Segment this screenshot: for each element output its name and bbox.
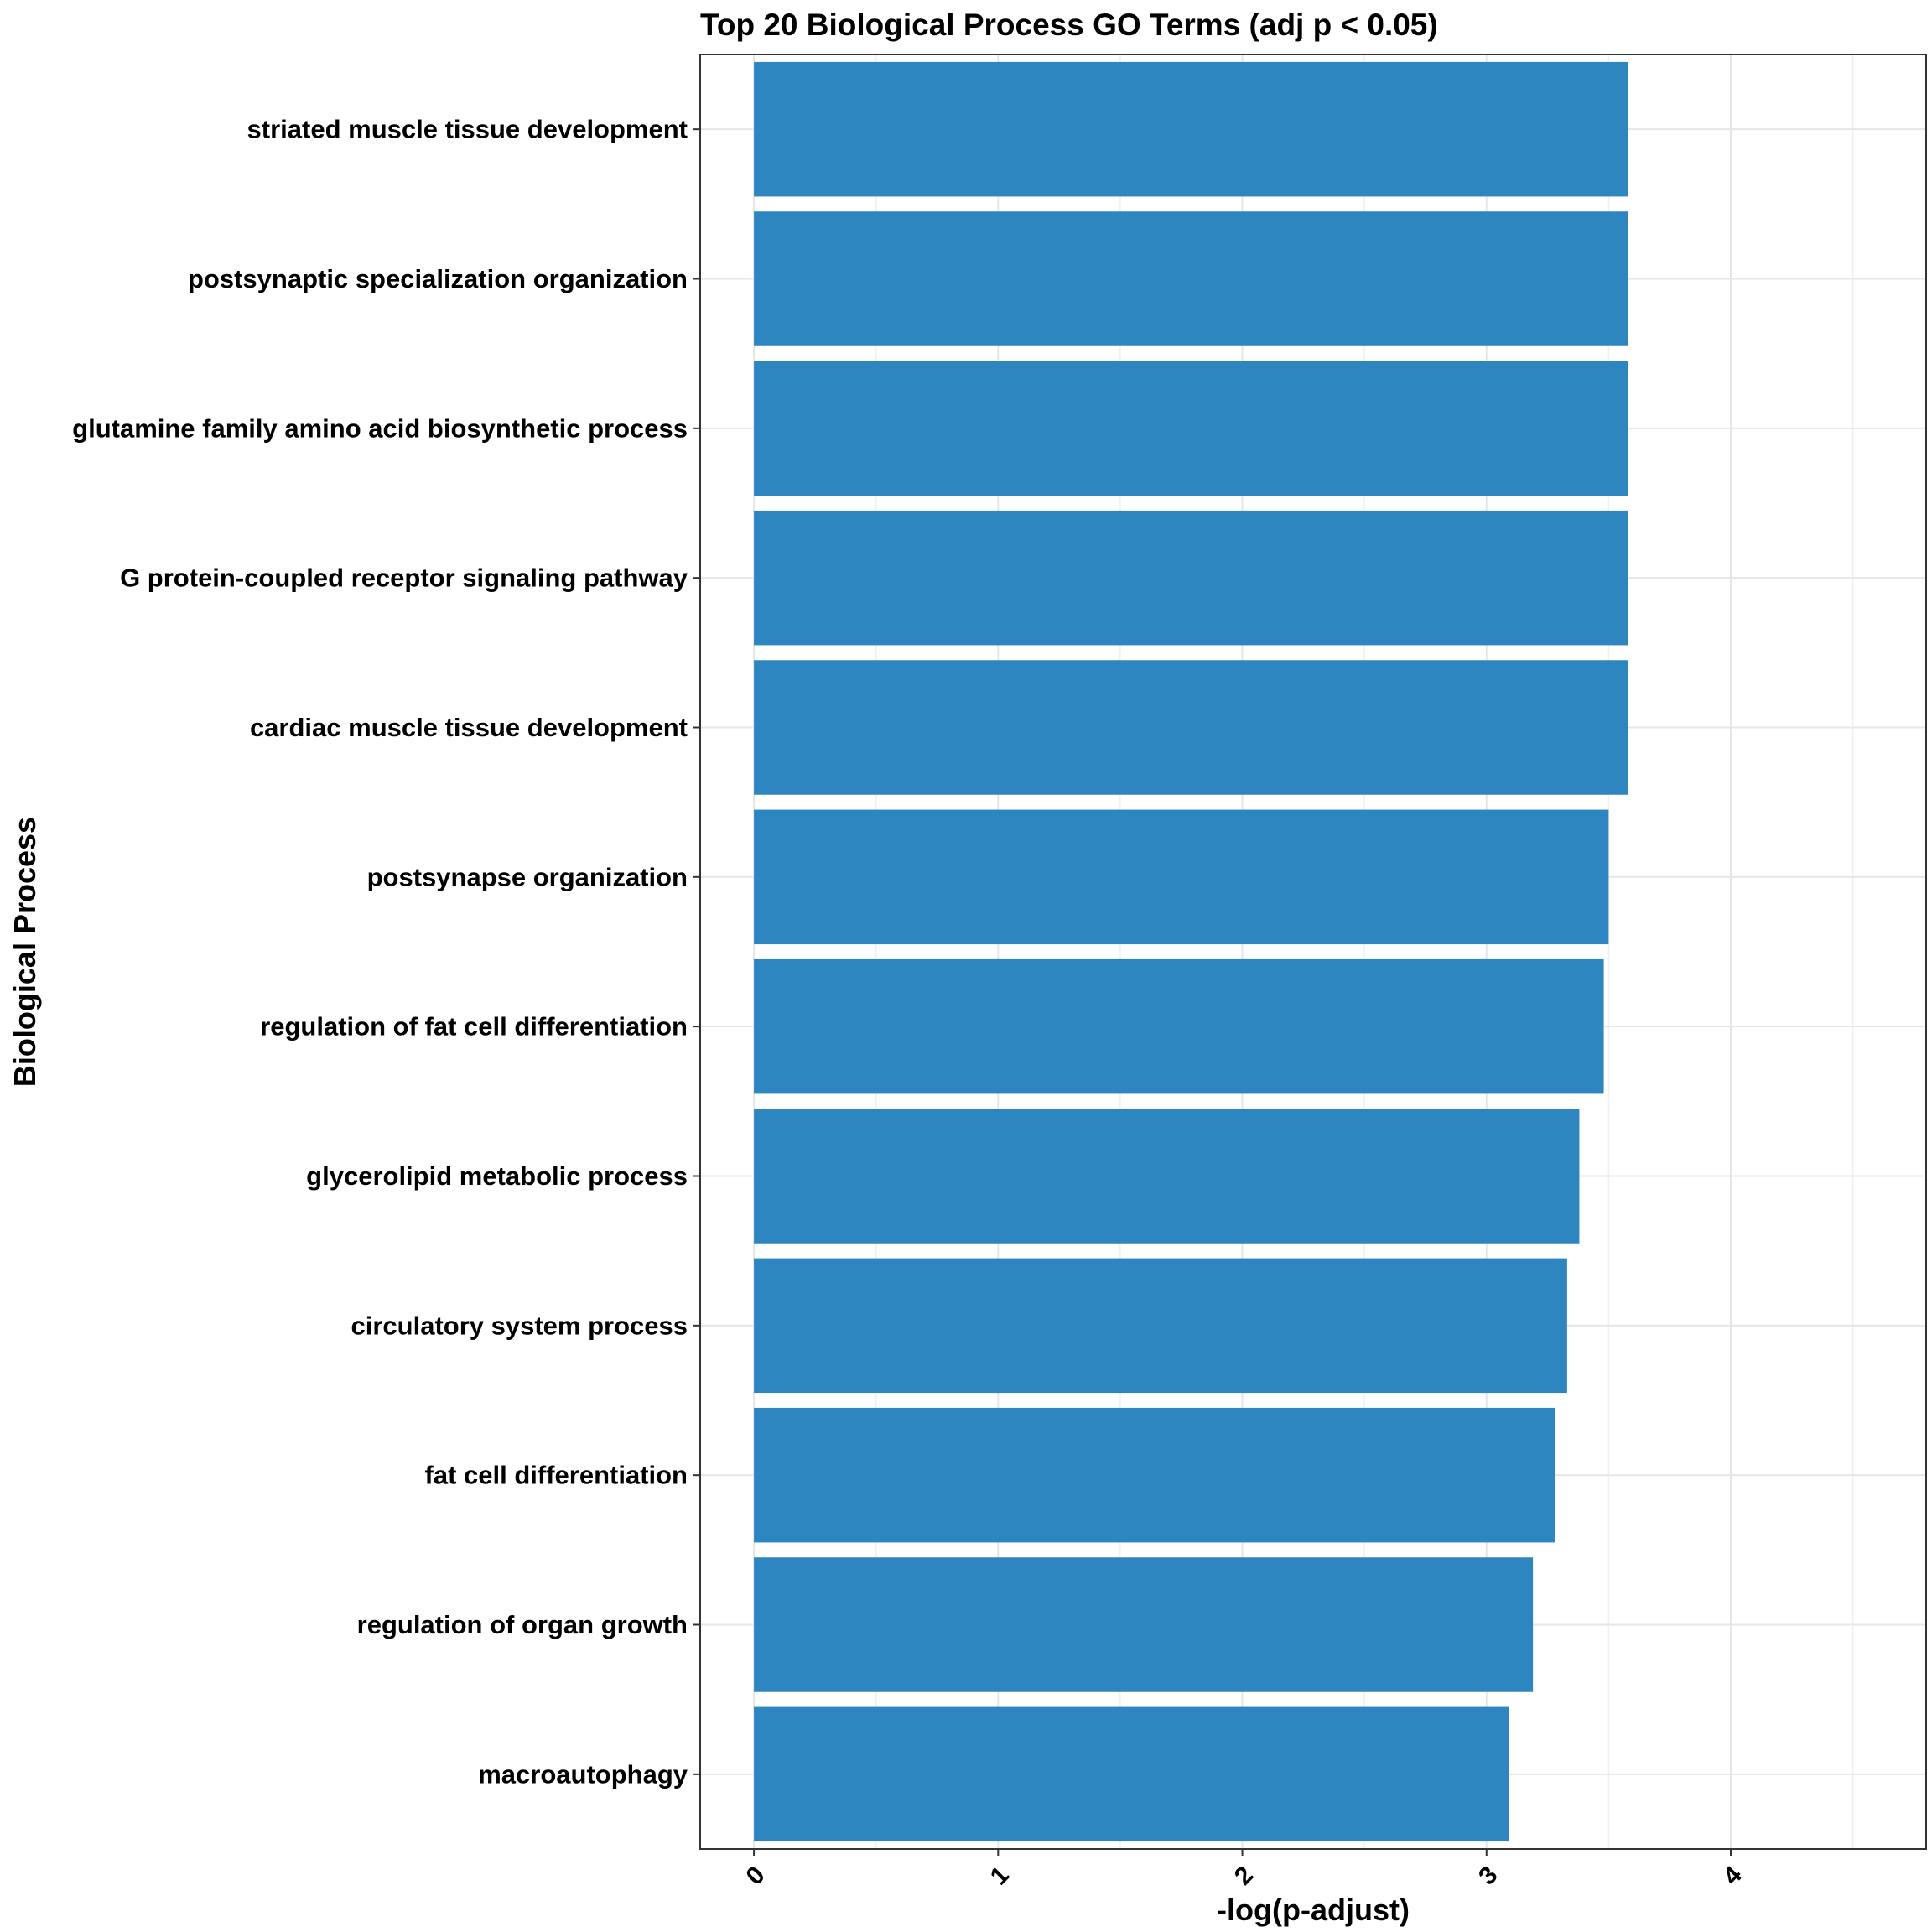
bar xyxy=(754,958,1604,1094)
plot-panel-border xyxy=(699,54,1927,1850)
bar xyxy=(754,1258,1567,1394)
bar xyxy=(754,1557,1534,1692)
bar xyxy=(754,1407,1555,1543)
x-tick-label: 3 xyxy=(1473,1861,1503,1890)
y-axis-tick-labels: striated muscle tissue development postsy… xyxy=(72,115,700,1789)
bar xyxy=(754,660,1628,795)
bar xyxy=(754,510,1628,646)
y-tick-label: G protein-coupled receptor signaling pat… xyxy=(120,564,688,593)
x-tick-label: 4 xyxy=(1717,1861,1747,1890)
y-tick-label: macroautophagy xyxy=(478,1759,688,1789)
x-axis-title: -log(p-adjust) xyxy=(1217,1893,1410,1927)
x-tick-label: 1 xyxy=(985,1861,1015,1890)
y-tick-label: glycerolipid metabolic process xyxy=(306,1161,688,1191)
x-tick-label: 2 xyxy=(1229,1861,1259,1890)
y-tick-label: circulatory system process xyxy=(351,1311,688,1340)
bar xyxy=(754,809,1609,945)
x-axis-ticks: 0 1 2 3 4 xyxy=(741,1849,1748,1891)
chart-title: Top 20 Biological Process GO Terms (adj … xyxy=(700,8,1438,42)
y-tick-label: striated muscle tissue development xyxy=(247,115,688,144)
x-tick-label: 0 xyxy=(741,1861,771,1890)
bars xyxy=(754,61,1628,1842)
y-tick-label: glutamine family amino acid biosynthetic… xyxy=(72,413,688,443)
bar xyxy=(754,1109,1580,1244)
y-tick-label: postsynaptic specialization organization xyxy=(188,264,688,293)
bar xyxy=(754,1706,1509,1842)
y-axis-title: Biological Process xyxy=(8,817,42,1087)
y-tick-label: cardiac muscle tissue development xyxy=(250,713,688,742)
y-tick-label: fat cell differentiation xyxy=(425,1461,688,1490)
y-tick-label: regulation of fat cell differentiation xyxy=(260,1012,688,1041)
y-tick-label: regulation of organ growth xyxy=(357,1610,688,1639)
bar xyxy=(754,361,1628,496)
bar xyxy=(754,211,1628,346)
y-tick-label: postsynapse organization xyxy=(367,862,688,891)
bar xyxy=(754,61,1628,197)
